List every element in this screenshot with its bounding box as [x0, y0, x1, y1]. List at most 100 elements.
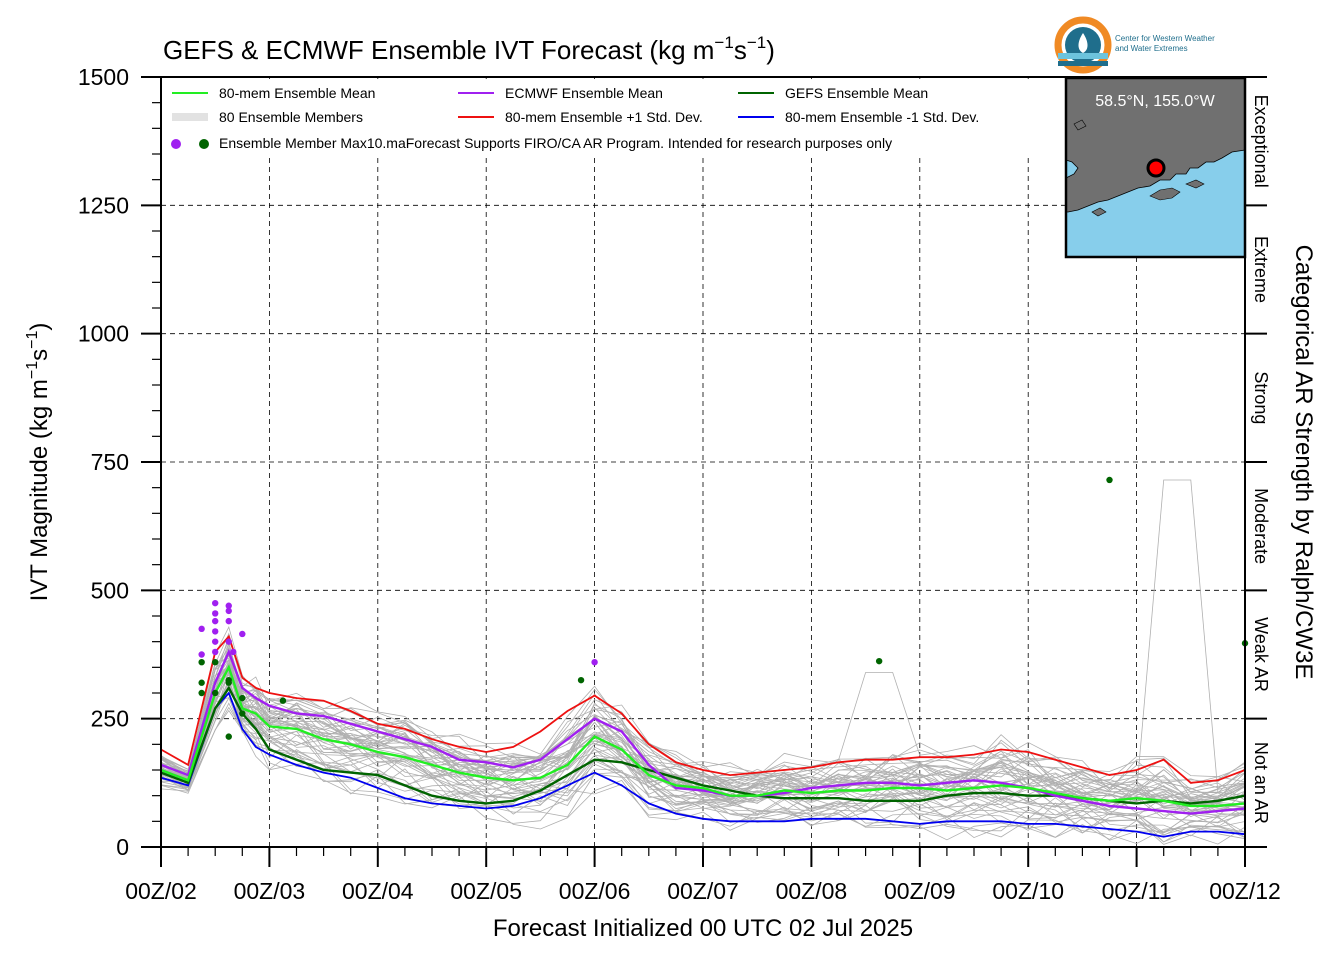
series-lines: [160, 634, 1246, 838]
max-point: [225, 638, 232, 645]
ensemble-member-line: [160, 669, 1246, 836]
ensemble-member-line: [160, 681, 1246, 843]
title-mid: s: [734, 35, 747, 65]
series-line: [160, 634, 1246, 784]
inset-location-marker-icon: [1146, 158, 1166, 178]
category-label: Weak AR: [1251, 617, 1271, 692]
legend-dot: [199, 139, 209, 149]
x-tick-label: 00Z/10: [992, 878, 1064, 904]
x-axis-label: Forecast Initialized 00 UTC 02 Jul 2025: [493, 915, 913, 942]
max-point: [225, 733, 232, 740]
ensemble-member-line: [160, 643, 1246, 802]
ensemble-member-line: [160, 709, 1246, 845]
max-point: [198, 651, 205, 658]
y-tick-label: 1000: [78, 321, 129, 347]
inset-land: [1065, 77, 1246, 213]
ensemble-member-line: [160, 692, 1246, 834]
x-tick-label: 00Z/11: [1102, 878, 1172, 904]
ylabel-mid: s: [26, 349, 53, 361]
series-line: [160, 648, 1246, 815]
logo-drop-icon: [1078, 33, 1088, 53]
category-label: Moderate: [1251, 488, 1271, 564]
logo-ring-icon: [1054, 16, 1112, 74]
x-tick-label: 00Z/09: [884, 878, 956, 904]
title-end: ): [766, 35, 775, 65]
legend-label: 80-mem Ensemble +1 Std. Dev.: [505, 109, 703, 125]
legend-dot: [171, 139, 181, 149]
y-axis-label: IVT Magnitude (kg m−1s−1): [24, 323, 53, 602]
x-tick-label: 00Z/03: [234, 878, 306, 904]
cw3e-logo: Center for Western Weather and Water Ext…: [1054, 16, 1215, 74]
ylabel-end: ): [26, 323, 53, 331]
x-tick-label: 00Z/08: [776, 878, 848, 904]
y-tick-label: 500: [91, 577, 129, 603]
x-tick-label: 00Z/07: [667, 878, 739, 904]
legend-box: [163, 79, 1063, 155]
max-point: [212, 610, 219, 617]
max-point: [212, 638, 219, 645]
max-point: [239, 710, 246, 717]
category-label: Strong: [1251, 371, 1271, 424]
ylabel-base: IVT Magnitude (kg m: [26, 379, 53, 601]
inset-location-label: 58.5°N, 155.0°W: [1095, 93, 1215, 110]
inset-map: 58.5°N, 155.0°W: [1064, 76, 1247, 259]
series-line: [160, 664, 1246, 808]
legend-label: 80 Ensemble Members: [219, 109, 363, 125]
max-point: [239, 694, 246, 702]
ensemble-member-line: [160, 686, 1246, 817]
logo-text-line1: Center for Western Weather: [1115, 34, 1215, 43]
x-tick-label: 00Z/05: [450, 878, 522, 904]
x-tick-label: 00Z/02: [125, 878, 197, 904]
category-bands: Not an AR Weak AR Moderate Strong Extreme Exc…: [1245, 76, 1271, 848]
y-tick-label: 750: [91, 449, 129, 475]
max-point: [225, 617, 232, 625]
title-sup1: −1: [714, 33, 733, 52]
right-axis-label: Categorical AR Strength by Ralph/CW3E: [1290, 245, 1317, 680]
max-point: [212, 648, 219, 656]
inset-frame: [1064, 76, 1247, 259]
ensemble-member-line: [160, 625, 1246, 783]
max-point: [875, 657, 883, 665]
max-point: [225, 602, 232, 609]
max-point: [591, 659, 598, 666]
ensemble-member-line: [160, 648, 1246, 812]
ensemble-member-line: [160, 664, 1246, 812]
legend-label: ECMWF Ensemble Mean: [505, 85, 663, 101]
ylabel-sup2: −1: [24, 330, 41, 348]
max-point: [198, 689, 205, 697]
legend: 80-mem Ensemble Mean ECMWF Ensemble Mean G…: [163, 79, 1063, 155]
max-point: [577, 676, 585, 684]
logo-water2-icon: [1058, 61, 1108, 66]
x-tick-label: 00Z/12: [1209, 878, 1281, 904]
legend-label: Ensemble Member Max10.maForecast Support…: [219, 135, 892, 151]
y-tick-label: 1500: [78, 64, 129, 90]
max-points: [198, 476, 1249, 740]
logo-text-line2: and Water Extremes: [1115, 44, 1188, 53]
max-point: [225, 607, 232, 615]
category-label: Extreme: [1251, 236, 1271, 303]
logo-water-icon: [1058, 53, 1108, 59]
y-tick-label: 250: [91, 706, 129, 732]
ensemble-member-line: [160, 680, 1246, 838]
ylabel-sup1: −1: [24, 361, 41, 379]
x-axis: 00Z/02 00Z/03 00Z/04 00Z/05 00Z/06 00Z/07 00Z/…: [125, 847, 1281, 904]
chart-title: GEFS & ECMWF Ensemble IVT Forecast (kg m…: [163, 33, 775, 65]
max-point: [1106, 476, 1113, 484]
category-label: Not an AR: [1251, 742, 1271, 824]
ensemble-member-line: [160, 661, 1246, 804]
max-point: [198, 625, 205, 633]
max-point: [279, 697, 287, 704]
series-line: [160, 691, 1246, 838]
max-point: [239, 630, 246, 638]
title-base: GEFS & ECMWF Ensemble IVT Forecast (kg m: [163, 35, 714, 65]
x-tick-label: 00Z/04: [342, 878, 414, 904]
max-point: [225, 679, 232, 686]
max-point: [198, 659, 205, 666]
legend-label: 80-mem Ensemble Mean: [219, 85, 375, 101]
max-point: [212, 617, 219, 625]
x-tick-label: 00Z/06: [559, 878, 631, 904]
inset-islands: [1073, 119, 1205, 217]
max-point: [198, 679, 205, 686]
y-tick-label: 1250: [78, 192, 129, 218]
